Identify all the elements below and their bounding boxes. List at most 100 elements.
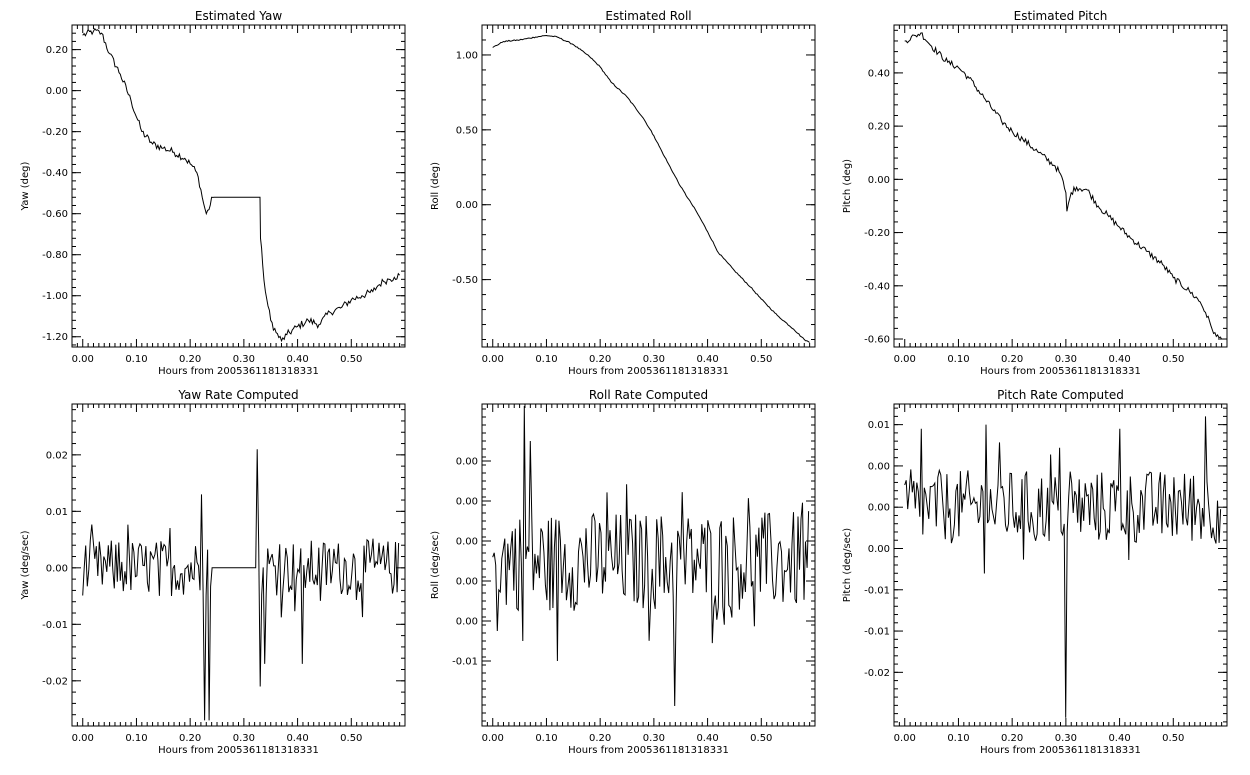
x-axis-label: Hours from 2005361181318331 <box>158 366 319 377</box>
x-tick-label: 0.10 <box>125 733 147 744</box>
y-tick-label: -0.60 <box>42 209 68 220</box>
plot-frame <box>893 24 1228 348</box>
y-tick-label: -0.01 <box>452 657 478 668</box>
y-tick-label: -0.80 <box>42 250 68 261</box>
y-axis-label: Roll (deg/sec) <box>430 531 441 599</box>
x-tick-label: 0.10 <box>535 733 557 744</box>
x-tick-label: 0.20 <box>1001 733 1023 744</box>
y-tick-label: 0.00 <box>46 563 68 574</box>
x-tick-label: 0.40 <box>286 354 308 365</box>
y-axis-label: Pitch (deg/sec) <box>842 528 853 603</box>
x-tick-label: 0.20 <box>179 354 201 365</box>
x-tick-label: 0.30 <box>233 733 255 744</box>
y-tick-label: 0.00 <box>868 544 890 555</box>
x-tick-label: 0.30 <box>1055 733 1077 744</box>
y-axis-label: Pitch (deg) <box>842 159 853 213</box>
y-tick-label: 0.00 <box>46 86 68 97</box>
x-tick-label: 0.50 <box>750 733 772 744</box>
series-line <box>492 34 810 343</box>
chart-title: Estimated Pitch <box>1014 9 1108 23</box>
x-tick-label: 0.40 <box>696 354 718 365</box>
x-tick-label: 0.40 <box>286 733 308 744</box>
y-axis-label: Yaw (deg) <box>20 161 31 211</box>
y-tick-label: 0.00 <box>456 537 478 548</box>
x-tick-label: 0.10 <box>125 354 147 365</box>
x-tick-label: 0.30 <box>643 733 665 744</box>
series-line <box>82 449 400 721</box>
y-tick-label: 0.00 <box>868 503 890 514</box>
x-tick-label: 0.00 <box>72 354 94 365</box>
chart-panel-4: Roll Rate Computed Hours from 20053611813… <box>430 388 816 756</box>
x-tick-label: 0.50 <box>1162 354 1184 365</box>
x-tick-label: 0.10 <box>947 354 969 365</box>
x-tick-label: 0.20 <box>589 354 611 365</box>
chart-panel-3: Yaw Rate Computed Hours from 200536118131… <box>20 388 406 756</box>
y-tick-label: 0.00 <box>456 617 478 628</box>
y-tick-label: -0.01 <box>864 627 890 638</box>
x-tick-label: 0.20 <box>1001 354 1023 365</box>
y-tick-label: -0.40 <box>864 281 890 292</box>
y-tick-label: -0.02 <box>864 668 890 679</box>
x-tick-label: 0.10 <box>947 733 969 744</box>
x-tick-label: 0.30 <box>1055 354 1077 365</box>
x-axis-label: Hours from 2005361181318331 <box>980 745 1141 756</box>
y-tick-label: 0.00 <box>456 497 478 508</box>
chart-title: Estimated Yaw <box>195 9 282 23</box>
x-tick-label: 0.00 <box>482 354 504 365</box>
x-tick-label: 0.50 <box>1162 733 1184 744</box>
y-tick-label: -0.02 <box>42 676 68 687</box>
x-tick-label: 0.30 <box>233 354 255 365</box>
y-tick-label: 0.02 <box>46 450 68 461</box>
x-tick-label: 0.30 <box>643 354 665 365</box>
y-tick-label: 0.00 <box>456 457 478 468</box>
y-tick-label: -0.01 <box>42 620 68 631</box>
y-tick-label: 0.01 <box>868 420 890 431</box>
y-tick-label: -0.40 <box>42 168 68 179</box>
chart-panel-1: Estimated Roll Hours from 200536118131833… <box>430 9 816 377</box>
chart-panel-2: Estimated Pitch Hours from 20053611813183… <box>842 9 1228 377</box>
chart-title: Estimated Roll <box>605 9 691 23</box>
y-tick-label: -0.60 <box>864 335 890 346</box>
x-tick-label: 0.50 <box>340 733 362 744</box>
plot-frame <box>893 403 1228 727</box>
chart-panel-5: Pitch Rate Computed Hours from 2005361181… <box>842 388 1228 756</box>
y-tick-label: 0.40 <box>868 68 890 79</box>
x-tick-label: 0.10 <box>535 354 557 365</box>
x-tick-label: 0.40 <box>1108 733 1130 744</box>
x-tick-label: 0.00 <box>894 354 916 365</box>
y-axis-label: Yaw (deg/sec) <box>20 530 31 600</box>
y-tick-label: 0.00 <box>868 175 890 186</box>
x-axis-label: Hours from 2005361181318331 <box>158 745 319 756</box>
x-tick-label: 0.20 <box>589 733 611 744</box>
y-tick-label: -1.00 <box>42 291 68 302</box>
y-tick-label: -1.20 <box>42 332 68 343</box>
y-tick-label: 0.01 <box>46 507 68 518</box>
y-tick-label: -0.20 <box>42 127 68 138</box>
plot-frame <box>481 403 816 727</box>
series-line <box>904 32 1223 340</box>
x-tick-label: 0.50 <box>750 354 772 365</box>
y-tick-label: -0.01 <box>864 585 890 596</box>
y-axis-label: Roll (deg) <box>430 162 441 210</box>
x-tick-label: 0.20 <box>179 733 201 744</box>
x-tick-label: 0.50 <box>340 354 362 365</box>
series-line <box>904 416 1222 718</box>
chart-panel-0: Estimated Yaw Hours from 2005361181318331… <box>20 9 406 377</box>
series-line <box>82 27 400 343</box>
y-tick-label: 0.00 <box>868 461 890 472</box>
y-tick-label: 0.20 <box>46 45 68 56</box>
x-axis-label: Hours from 2005361181318331 <box>980 366 1141 377</box>
x-tick-label: 0.00 <box>72 733 94 744</box>
x-tick-label: 0.40 <box>696 733 718 744</box>
y-tick-label: 0.00 <box>456 200 478 211</box>
series-line <box>492 405 810 707</box>
plot-frame <box>481 24 816 348</box>
x-tick-label: 0.00 <box>894 733 916 744</box>
y-tick-label: 0.00 <box>456 577 478 588</box>
y-tick-label: 1.00 <box>456 50 478 61</box>
y-tick-label: 0.50 <box>456 125 478 136</box>
chart-title: Roll Rate Computed <box>589 388 708 402</box>
x-axis-label: Hours from 2005361181318331 <box>568 745 729 756</box>
y-tick-label: 0.20 <box>868 122 890 133</box>
